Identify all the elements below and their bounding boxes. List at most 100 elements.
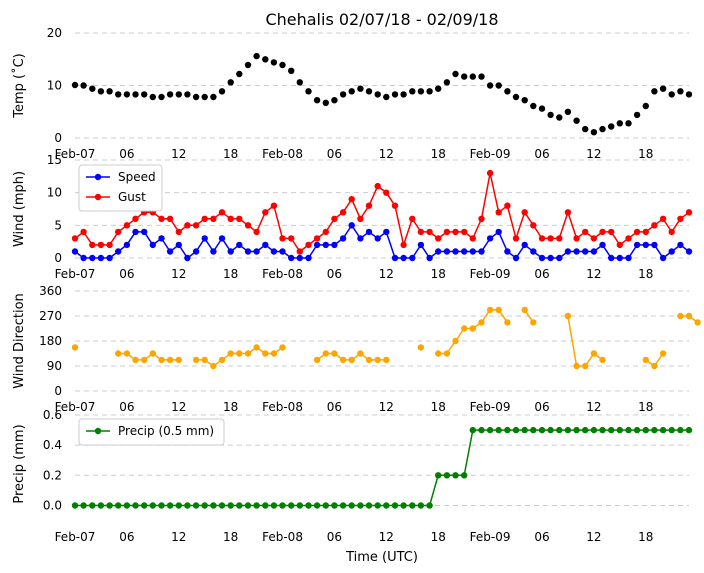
data-point [495, 306, 502, 314]
data-point [218, 209, 226, 216]
y-tick-label: 10 [47, 186, 62, 200]
data-point [417, 241, 425, 249]
data-point [365, 202, 373, 209]
data-point [616, 120, 623, 127]
data-point [486, 169, 494, 177]
legend-label: Speed [118, 170, 156, 184]
data-point [339, 91, 347, 98]
data-point [659, 215, 667, 222]
panel-wind: 0 5 10 15 Feb-07 06 12 18 Feb-08 06 12 18 Feb-09 06 12… [12, 153, 693, 281]
data-point [625, 426, 632, 434]
data-point [590, 235, 598, 242]
y-tick-label: 10 [47, 79, 62, 93]
data-point [443, 248, 451, 255]
data-point [521, 97, 528, 104]
x-tick-label: 12 [586, 530, 601, 544]
data-point [106, 254, 113, 262]
data-point [409, 502, 416, 509]
data-point [547, 254, 554, 262]
data-point [608, 123, 615, 130]
data-point [262, 350, 269, 357]
data-point [210, 215, 217, 222]
data-point [279, 61, 286, 69]
data-point [348, 196, 355, 203]
data-point [547, 426, 554, 434]
data-point [659, 254, 667, 262]
data-point [582, 248, 589, 255]
data-point [599, 356, 606, 364]
data-point [426, 254, 433, 262]
data-point [599, 125, 606, 133]
data-point [677, 88, 684, 95]
data-point [192, 93, 200, 101]
x-tick-label: Feb-09 [470, 147, 511, 161]
data-point [599, 426, 606, 434]
data-point [80, 228, 87, 236]
data-point [348, 502, 355, 509]
y-tick-label: 15 [47, 153, 62, 167]
data-point [166, 356, 174, 364]
data-point [97, 502, 105, 509]
data-point [590, 248, 598, 255]
y-axis-label: Precip (mm) [12, 424, 27, 503]
x-tick-label: 18 [638, 147, 653, 161]
legend-label: Precip (0.5 mm) [118, 424, 214, 438]
data-point [478, 426, 485, 434]
data-point [504, 202, 511, 209]
data-point [348, 222, 355, 229]
x-tick-label: 18 [431, 530, 446, 544]
data-point [677, 241, 684, 249]
y-tick-label: 0.2 [43, 468, 62, 482]
x-tick-label: 06 [534, 267, 549, 281]
data-point [504, 319, 511, 326]
x-tick-label: 18 [638, 267, 653, 281]
x-tick-label: 06 [534, 530, 549, 544]
data-point [633, 228, 641, 236]
data-point [556, 114, 563, 121]
data-point [313, 241, 321, 249]
data-point [651, 88, 658, 95]
data-point [625, 235, 632, 242]
data-point [365, 502, 373, 509]
data-point [339, 235, 347, 242]
data-point [374, 182, 381, 190]
data-point [512, 93, 520, 101]
x-tick-label: Feb-07 [55, 400, 96, 414]
data-point [642, 102, 649, 110]
data-point [495, 228, 502, 236]
data-point [469, 235, 476, 242]
data-point [486, 426, 494, 434]
x-tick-label: Feb-08 [262, 147, 303, 161]
data-point [452, 472, 459, 479]
data-point [668, 248, 675, 255]
data-point [166, 91, 174, 98]
data-point [504, 426, 511, 434]
data-point [573, 426, 580, 434]
data-point [651, 241, 658, 249]
data-point [530, 319, 537, 326]
data-point [417, 502, 425, 509]
y-tick-label: 360 [39, 284, 62, 298]
data-point [590, 129, 598, 136]
data-point [227, 79, 234, 86]
x-tick-label: 06 [327, 267, 342, 281]
x-tick-label: 06 [327, 400, 342, 414]
data-point [530, 426, 537, 434]
data-point [305, 254, 312, 262]
data-point [668, 426, 675, 434]
data-point [512, 426, 520, 434]
data-point [461, 228, 468, 236]
data-point [115, 248, 122, 255]
data-point [123, 91, 131, 98]
data-point [512, 254, 520, 262]
data-point [296, 79, 303, 86]
data-point [625, 254, 632, 262]
data-point [115, 502, 122, 509]
data-point [279, 248, 286, 255]
data-point [590, 426, 598, 434]
data-point [435, 85, 442, 92]
x-tick-label: 12 [379, 530, 394, 544]
x-tick-label: 06 [327, 147, 342, 161]
x-tick-label: 06 [534, 400, 549, 414]
data-point [97, 241, 105, 249]
